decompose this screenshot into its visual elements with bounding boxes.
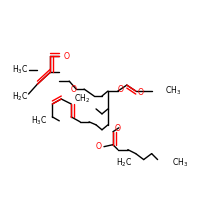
Text: H$_3$C: H$_3$C: [31, 115, 48, 127]
Text: O: O: [115, 124, 121, 133]
Text: H$_2$C: H$_2$C: [12, 90, 28, 103]
Text: O: O: [137, 88, 143, 97]
Text: O: O: [118, 85, 124, 94]
Text: O: O: [70, 85, 76, 94]
Text: H$_3$C: H$_3$C: [12, 64, 28, 76]
Text: H$_2$C: H$_2$C: [116, 156, 132, 169]
Text: CH$_2$: CH$_2$: [74, 93, 90, 105]
Text: O: O: [96, 142, 102, 151]
Text: CH$_3$: CH$_3$: [165, 85, 181, 97]
Text: CH$_3$: CH$_3$: [172, 156, 188, 169]
Text: O: O: [63, 52, 69, 61]
